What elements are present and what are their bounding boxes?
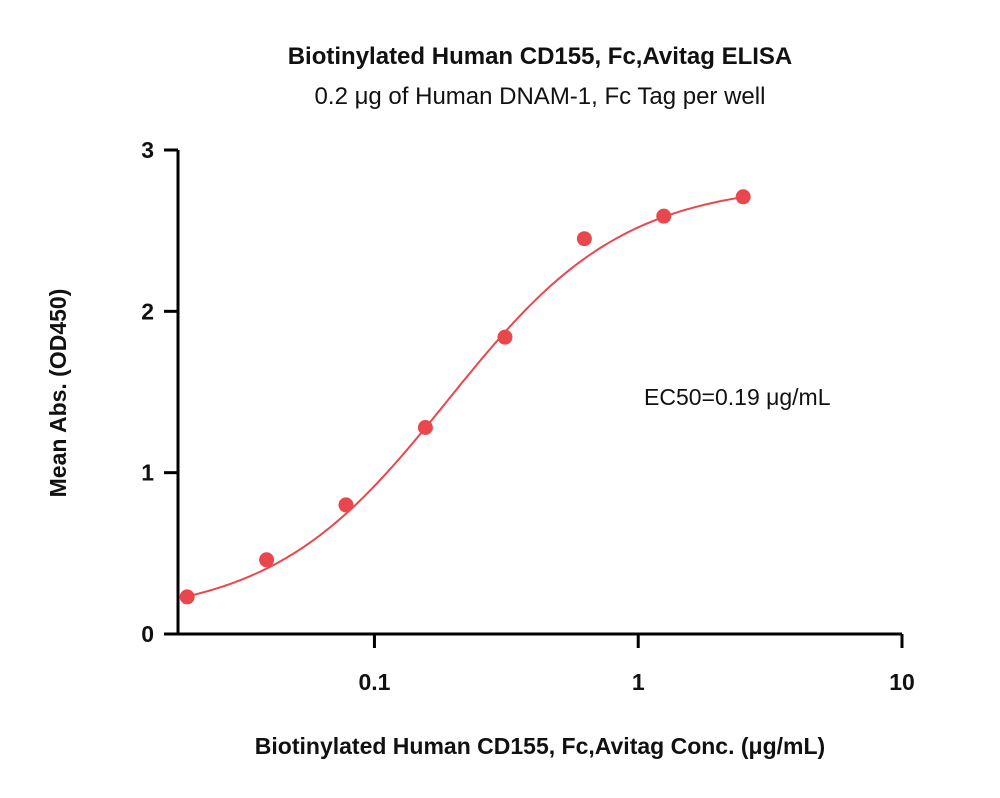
data-point [259,552,275,568]
data-points [179,189,751,605]
y-axis-label: Mean Abs. (OD450) [45,289,71,498]
axes [176,150,902,636]
x-tick-label-2: 10 [889,669,915,695]
data-point [735,189,751,205]
data-point [417,419,433,435]
ec50-annotation: EC50=0.19 μg/mL [644,384,831,410]
y-tick-label-0: 0 [141,621,154,647]
x-axis-label: Biotinylated Human CD155, Fc,Avitag Conc… [255,733,825,759]
chart-subtitle: 0.2 μg of Human DNAM-1, Fc Tag per well [315,83,766,110]
data-point [497,329,513,345]
data-point [338,497,354,513]
data-point [179,589,195,605]
y-tick-label-3: 3 [141,137,154,163]
fit-curve [186,196,744,598]
y-ticks: 0 1 2 3 [141,137,178,647]
chart-title: Biotinylated Human CD155, Fc,Avitag ELIS… [288,43,793,70]
data-point [576,231,592,247]
y-tick-label-1: 1 [141,460,154,486]
x-tick-label-1: 1 [632,669,645,695]
data-point [656,208,672,224]
y-tick-label-2: 2 [141,298,154,324]
x-ticks: 0.1 1 10 [358,634,915,695]
x-tick-label-0: 0.1 [358,669,390,695]
